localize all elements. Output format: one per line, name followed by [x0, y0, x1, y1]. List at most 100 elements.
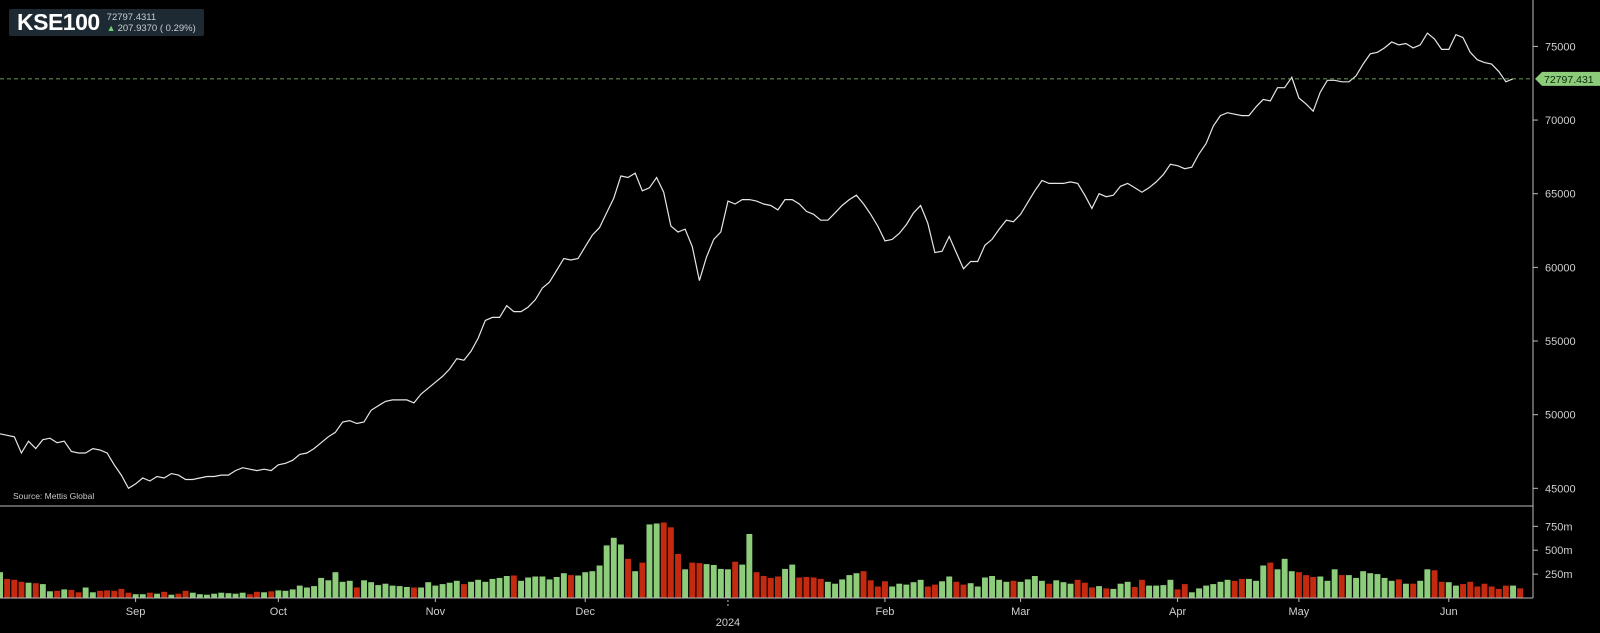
volume-bar	[703, 564, 710, 598]
volume-bar	[810, 577, 817, 598]
volume-bar	[1231, 580, 1238, 598]
volume-bar	[475, 579, 482, 598]
volume-bar	[582, 572, 589, 598]
volume-bar	[146, 592, 153, 598]
volume-bar	[211, 593, 218, 598]
volume-bar	[846, 575, 853, 598]
x-tick-label: Oct	[270, 606, 287, 618]
volume-bar	[939, 581, 945, 598]
volume-bar	[1203, 585, 1210, 598]
volume-bar	[1217, 581, 1224, 598]
volume-bar	[1167, 579, 1174, 598]
volume-bar	[411, 587, 417, 598]
volume-bar	[1381, 577, 1388, 598]
volume-bar	[1089, 587, 1095, 598]
volume-bar	[667, 527, 674, 598]
volume-bar	[282, 590, 289, 598]
volume-bar	[860, 571, 867, 598]
volume-bar	[425, 582, 432, 598]
volume-bar	[539, 576, 546, 598]
volume-bar	[675, 554, 681, 598]
volume-bar	[1338, 575, 1345, 598]
symbol-badge: KSE100 72797.4311 ▲ 207.9370 ( 0.29%)	[9, 9, 204, 36]
volume-bar	[1360, 571, 1367, 598]
volume-bar	[1317, 576, 1324, 598]
volume-bar	[1510, 585, 1516, 598]
volume-bar	[289, 589, 296, 598]
volume-bar	[346, 580, 353, 598]
volume-bar	[304, 587, 310, 598]
quote-values: 72797.4311 ▲ 207.9370 ( 0.29%)	[107, 12, 196, 34]
volume-bar	[296, 585, 303, 598]
volume-bar	[1353, 577, 1359, 598]
volume-bar	[389, 585, 396, 598]
symbol-title: KSE100	[17, 9, 100, 35]
volume-bar	[32, 583, 39, 598]
volume-bar	[482, 581, 489, 598]
volume-bar	[1431, 570, 1438, 598]
volume-bar	[639, 562, 646, 598]
volume-bar	[104, 590, 110, 598]
volume-bar	[1310, 577, 1317, 598]
volume-bar	[439, 584, 446, 598]
volume-bar	[1296, 572, 1302, 598]
price-change: ▲ 207.9370 ( 0.29%)	[107, 23, 196, 34]
volume-bar	[1410, 583, 1417, 598]
price-tick-label: 55000	[1545, 336, 1576, 348]
volume-bar	[446, 582, 453, 598]
volume-bar	[418, 587, 424, 598]
source-note: Source: Mettis Global	[13, 491, 95, 501]
volume-bar	[760, 576, 767, 598]
volume-bar	[47, 591, 53, 598]
volume-bar	[767, 577, 774, 598]
volume-bar	[261, 592, 267, 598]
x-tick-label: Jun	[1440, 606, 1458, 618]
price-pane	[0, 32, 1533, 490]
volume-tick-label: 250m	[1545, 569, 1573, 581]
volume-bar	[653, 523, 660, 598]
volume-tick-label: 750m	[1545, 521, 1573, 533]
volume-bar	[1517, 588, 1524, 598]
x-tick-label: May	[1289, 606, 1310, 618]
volume-bar	[796, 577, 803, 598]
x-tick-label: Mar	[1011, 606, 1030, 618]
volume-bar	[882, 581, 888, 598]
volume-bar	[4, 578, 11, 598]
volume-bar	[1424, 569, 1431, 598]
volume-bar	[732, 561, 739, 598]
volume-bar	[1131, 587, 1138, 598]
volume-bar	[739, 564, 746, 598]
x-tick-label: Apr	[1169, 606, 1186, 618]
volume-bar	[25, 582, 32, 598]
volume-bar	[54, 590, 61, 598]
volume-bar	[1139, 579, 1145, 598]
volume-bar	[1345, 575, 1352, 598]
volume-bar	[1281, 558, 1288, 598]
volume-bar	[1260, 565, 1267, 598]
volume-bar	[1010, 580, 1017, 598]
volume-bar	[989, 576, 995, 598]
volume-bar	[353, 587, 360, 598]
last-price-tag-label: 72797.431	[1544, 74, 1594, 86]
volume-bar	[1388, 580, 1395, 598]
volume-bar	[603, 545, 610, 598]
price-series-line[interactable]	[0, 32, 1514, 490]
volume-bar	[717, 568, 724, 598]
volume-bar	[161, 591, 168, 598]
volume-bar	[339, 581, 346, 598]
volume-bar	[118, 588, 125, 598]
volume-bar	[996, 579, 1003, 598]
price-tick-label: 45000	[1545, 483, 1576, 495]
volume-bar	[225, 593, 232, 598]
volume-bar	[189, 592, 196, 598]
volume-bar	[967, 583, 974, 598]
volume-bar	[325, 580, 332, 598]
volume-bar	[375, 585, 382, 598]
volume-bar	[867, 580, 874, 598]
volume-bar	[1096, 586, 1102, 598]
volume-tick-label: 500m	[1545, 545, 1573, 557]
volume-bar	[982, 577, 988, 598]
volume-bar	[1210, 584, 1217, 598]
volume-bar	[1238, 578, 1245, 598]
